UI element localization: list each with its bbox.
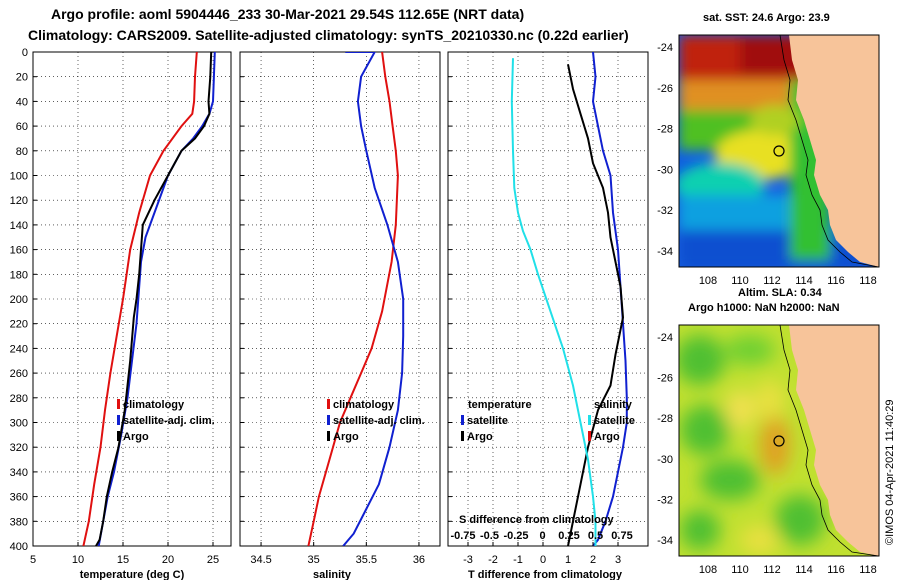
ytick-label: 100 xyxy=(10,171,28,183)
legend-label-s-argo: Argo xyxy=(594,431,620,443)
s-diff-tick-label: -0.5 xyxy=(480,530,499,542)
ytick-label: 220 xyxy=(10,319,28,331)
series-line-s-satellite xyxy=(510,58,597,546)
ytick-label: 320 xyxy=(10,442,28,454)
legend-swatch-s-argo xyxy=(588,431,591,441)
s-diff-tick-label: 0 xyxy=(539,530,545,542)
xtick-label-temperature: 5 xyxy=(30,554,36,566)
legend-swatch-climatology xyxy=(117,399,120,409)
xtick-label-temperature: 25 xyxy=(207,554,219,566)
xtick-label-salinity: 34.5 xyxy=(250,554,271,566)
xlabel-difference: T difference from climatology xyxy=(468,569,623,580)
series-group-salinity xyxy=(307,52,405,546)
ytick-label: 340 xyxy=(10,467,28,479)
series-line-climatology xyxy=(82,52,198,546)
s-diff-tick-label: 0.25 xyxy=(558,530,579,542)
legend-label-climatology-s: climatology xyxy=(333,399,395,411)
ytick-label: 120 xyxy=(10,195,28,207)
ytick-label: 360 xyxy=(10,492,28,504)
xtick-label-difference: 0 xyxy=(540,554,546,566)
ytick-label: 60 xyxy=(16,121,28,133)
legend-title-salinity: salinity xyxy=(594,399,633,411)
legend-swatch-climatology-s xyxy=(327,399,330,409)
legend-label-satellite: satellite-adj. clim. xyxy=(123,415,215,427)
series-group-difference xyxy=(510,52,628,546)
s-diff-tick-label: -0.75 xyxy=(450,530,475,542)
legend-swatch-satellite xyxy=(117,415,120,425)
series-line-t-satellite xyxy=(591,52,628,546)
legend-swatch-argo xyxy=(117,431,120,441)
ytick-label: 180 xyxy=(10,269,28,281)
ytick-label: 20 xyxy=(16,72,28,84)
legend-label-t-satellite: satellite xyxy=(467,415,508,427)
s-diff-tick-label: 0.75 xyxy=(611,530,632,542)
ytick-label: 160 xyxy=(10,245,28,257)
ytick-label: 240 xyxy=(10,343,28,355)
series-line-climatology xyxy=(307,52,399,546)
xlabel-temperature: temperature (deg C) xyxy=(80,569,185,580)
legend-swatch-satellite-s xyxy=(327,415,330,425)
xtick-label-salinity: 35 xyxy=(308,554,320,566)
sst-map-title: sat. SST: 24.6 Argo: 23.9 xyxy=(703,12,830,24)
series-line-argo xyxy=(95,52,213,546)
legend-swatch-s-satellite xyxy=(588,415,591,425)
legend-swatch-t-argo xyxy=(461,431,464,441)
title-line-2: Climatology: CARS2009. Satellite-adjuste… xyxy=(28,27,629,43)
legend-label-argo-s: Argo xyxy=(333,431,359,443)
legend-label-climatology: climatology xyxy=(123,399,185,411)
s-diff-tick-label: 0.5 xyxy=(588,530,603,542)
legend-label-t-argo: Argo xyxy=(467,431,493,443)
ytick-label: 40 xyxy=(16,96,28,108)
series-group-temperature xyxy=(82,52,216,546)
xtick-label-temperature: 20 xyxy=(162,554,174,566)
title-line-1: Argo profile: aoml 5904446_233 30-Mar-20… xyxy=(51,6,525,22)
ytick-label: 140 xyxy=(10,220,28,232)
ytick-label: 380 xyxy=(10,516,28,528)
xtick-label-difference: -2 xyxy=(488,554,498,566)
legend-swatch-argo-s xyxy=(327,431,330,441)
xtick-label-difference: 2 xyxy=(590,554,596,566)
legend-label-argo: Argo xyxy=(123,431,149,443)
xtick-label-difference: 1 xyxy=(565,554,571,566)
series-line-satellite-adj-clim- xyxy=(342,52,405,546)
legend-title-temperature: temperature xyxy=(468,399,532,411)
ytick-label: 0 xyxy=(22,47,28,59)
xtick-label-difference: -3 xyxy=(463,554,473,566)
xtick-label-difference: -1 xyxy=(513,554,523,566)
legend-label-satellite-s: satellite-adj. clim. xyxy=(333,415,425,427)
ytick-label: 200 xyxy=(10,294,28,306)
xtick-label-temperature: 10 xyxy=(72,554,84,566)
legend-label-s-satellite: satellite xyxy=(594,415,635,427)
xtick-label-temperature: 15 xyxy=(117,554,129,566)
xtick-label-difference: 3 xyxy=(615,554,621,566)
ytick-label: 280 xyxy=(10,393,28,405)
sla-map-title-1: Altim. SLA: 0.34 xyxy=(738,287,822,299)
xlabel-salinity: salinity xyxy=(313,569,352,580)
legend-swatch-t-satellite xyxy=(461,415,464,425)
ytick-label: 260 xyxy=(10,368,28,380)
s-diff-tick-label: -0.25 xyxy=(503,530,528,542)
xtick-label-salinity: 36 xyxy=(413,554,425,566)
sla-map-title-2: Argo h1000: NaN h2000: NaN xyxy=(688,302,840,314)
ytick-label: 400 xyxy=(10,541,28,553)
xtick-label-salinity: 35.5 xyxy=(356,554,377,566)
ytick-label: 80 xyxy=(16,146,28,158)
s-diff-axis-label: S difference from climatology xyxy=(459,514,615,526)
ytick-label: 300 xyxy=(10,418,28,430)
